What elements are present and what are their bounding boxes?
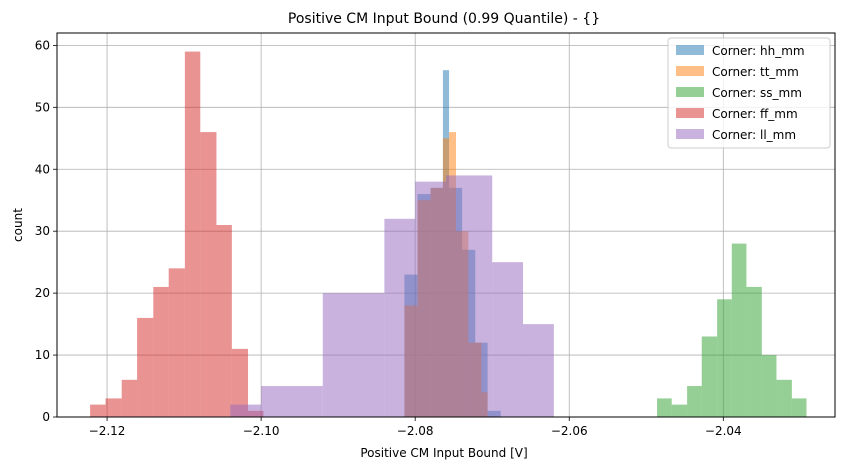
x-tick-label: −2.08 (397, 424, 434, 438)
histogram-bar-ff-mm (121, 379, 138, 417)
legend-label: Corner: ff_mm (712, 107, 798, 121)
plot-frame (56, 32, 836, 418)
legend-label: Corner: hh_mm (712, 44, 805, 58)
x-axis-label: Positive CM Input Bound [V] (360, 446, 527, 460)
y-axis-label: count (11, 208, 25, 242)
histogram-bar-ss-mm (731, 243, 747, 417)
y-tick-label: 0 (42, 410, 50, 424)
y-tick-label: 10 (35, 348, 50, 362)
y-tick-label: 50 (35, 100, 50, 114)
y-tick-label: 40 (35, 162, 50, 176)
histogram-bar-ll-mm (384, 218, 416, 417)
chart-title: Positive CM Input Bound (0.99 Quantile) … (288, 11, 600, 27)
histogram-bar-ff-mm (200, 132, 217, 417)
histogram-bar-ll-mm (415, 181, 431, 417)
legend-swatch (676, 129, 704, 139)
histogram-bar-ss-mm (687, 386, 702, 417)
histogram-bar-ff-mm (168, 268, 185, 417)
histogram-bar-ll-mm (492, 262, 524, 417)
legend-swatch (676, 108, 704, 118)
x-tick-label: −2.10 (243, 424, 280, 438)
histogram-bar-ll-mm (261, 386, 323, 417)
bars-layer (90, 51, 807, 418)
histogram-bar-ff-mm (90, 404, 106, 417)
histogram-bar-ll-mm (230, 404, 262, 417)
histogram-bar-ll-mm (430, 181, 446, 417)
histogram-bar-ff-mm (184, 51, 201, 417)
histogram-bar-ss-mm (671, 404, 688, 417)
x-tick-label: −2.06 (551, 424, 588, 438)
histogram-bar-ss-mm (746, 286, 762, 417)
histogram-bar-ff-mm (216, 225, 232, 417)
histogram-bar-ff-mm (137, 317, 154, 417)
legend-swatch (676, 45, 704, 55)
histogram-bar-ss-mm (657, 398, 672, 417)
y-tick-label: 30 (35, 224, 50, 238)
legend-swatch (676, 66, 704, 76)
legend-label: Corner: ll_mm (712, 128, 796, 142)
legend: Corner: hh_mm Corner: tt_mm Corner: ss_mm C… (667, 37, 831, 149)
y-tick-label: 60 (35, 38, 50, 52)
legend-label: Corner: ss_mm (712, 86, 802, 100)
histogram-bar-ss-mm (701, 336, 718, 417)
histogram-bar-ss-mm (776, 379, 792, 417)
legend-label: Corner: tt_mm (712, 65, 799, 79)
histogram-bar-ff-mm (153, 286, 169, 417)
x-tick-label: −2.12 (89, 424, 126, 438)
histogram-bar-ll-mm (446, 175, 462, 417)
legend-box (667, 37, 831, 149)
y-tick-label: 20 (35, 286, 50, 300)
histogram-bar-ff-mm (231, 348, 249, 417)
histogram-bar-ss-mm (717, 299, 732, 417)
histogram-bar-ss-mm (761, 355, 777, 417)
histogram-bar-ll-mm (322, 293, 385, 417)
histogram-bar-ll-mm (461, 175, 493, 417)
histogram-bar-ll-mm (523, 324, 554, 417)
histogram-bar-ff-mm (105, 398, 122, 417)
legend-swatch (676, 87, 704, 97)
histogram-bar-ss-mm (791, 398, 807, 417)
ticks-layer: −2.12 −2.10 −2.08 −2.06 −2.04 0 10 20 30 40 50 60 (35, 38, 742, 438)
x-tick-label: −2.04 (705, 424, 742, 438)
